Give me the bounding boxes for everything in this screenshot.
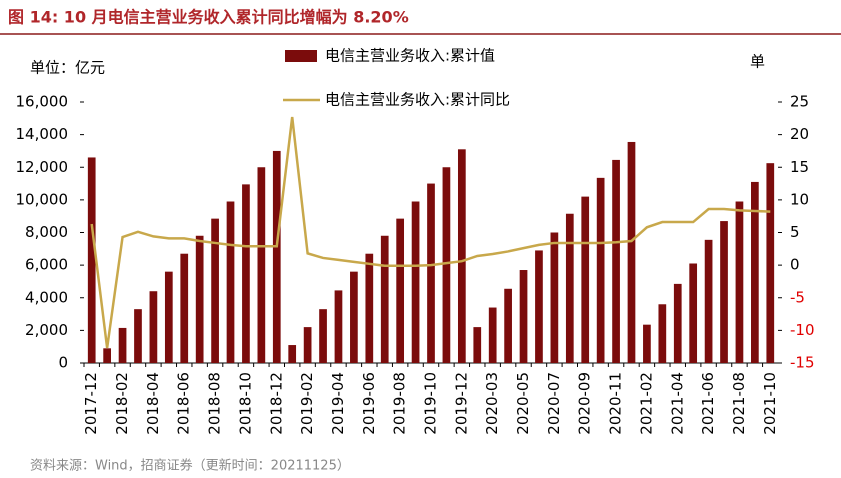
bar xyxy=(457,149,466,363)
bar xyxy=(257,167,266,363)
bar xyxy=(303,327,312,363)
bar xyxy=(535,250,543,363)
bar xyxy=(720,221,728,363)
x-tick-label: 2020-07 xyxy=(545,372,563,435)
y-tick-label: 6,000 xyxy=(25,256,68,274)
bar xyxy=(319,309,327,363)
x-tick-label: 2020-05 xyxy=(514,372,532,435)
y2-tick-label: -15 xyxy=(790,354,815,372)
x-tick-label: 2018-08 xyxy=(206,372,224,435)
y-tick-label: 4,000 xyxy=(25,288,68,306)
x-tick-label: 2021-02 xyxy=(637,372,655,435)
bar xyxy=(272,150,281,363)
bar xyxy=(226,201,235,363)
x-tick-label: 2019-06 xyxy=(360,372,378,435)
x-tick-label: 2017-12 xyxy=(82,372,100,435)
y-tick-label: 8,000 xyxy=(25,223,68,241)
source: 资料来源：Wind，招商证券（更新时间：20211125） xyxy=(30,458,350,474)
bar xyxy=(365,253,374,363)
bar xyxy=(689,263,698,363)
chart-title: 图 14: 10 月电信主营业务收入累计同比增幅为 8.20% xyxy=(8,8,409,27)
x-tick-label: 2018-02 xyxy=(113,372,131,435)
y-tick-label: 14,000 xyxy=(16,125,69,143)
bar xyxy=(627,141,636,363)
x-tick-label: 2019-12 xyxy=(452,372,470,435)
bar xyxy=(488,307,497,363)
bar xyxy=(504,288,512,363)
bar xyxy=(164,271,173,363)
y2-tick-label: 0 xyxy=(790,256,800,274)
legend-label: 电信主营业务收入:累计同比 xyxy=(325,91,510,109)
bar xyxy=(442,167,451,363)
bar xyxy=(766,163,775,363)
bar xyxy=(581,196,590,363)
x-tick-label: 2021-04 xyxy=(668,372,686,435)
y-tick-label: 0 xyxy=(58,354,68,372)
bar xyxy=(658,304,667,363)
x-tick-label: 2021-10 xyxy=(761,372,779,435)
x-tick-label: 2019-02 xyxy=(298,372,316,435)
bar xyxy=(565,213,574,363)
bar xyxy=(427,183,435,363)
bar xyxy=(673,283,682,363)
x-tick-label: 2019-10 xyxy=(422,372,440,435)
bar xyxy=(519,270,528,363)
y-tick-label: 16,000 xyxy=(16,93,69,111)
bar xyxy=(596,177,605,363)
bar xyxy=(195,235,204,363)
y2-unit-label: 单 xyxy=(750,53,765,71)
bar xyxy=(211,218,219,363)
x-tick-label: 2020-11 xyxy=(607,372,625,435)
bar xyxy=(643,324,651,363)
x-tick-label: 2020-03 xyxy=(483,372,501,435)
x-tick-label: 2021-08 xyxy=(730,372,748,435)
bar xyxy=(751,181,759,363)
x-tick-label: 2018-06 xyxy=(175,372,193,435)
y-unit-label: 单位：亿元 xyxy=(30,59,105,77)
x-tick-label: 2018-04 xyxy=(144,372,162,435)
x-tick-label: 2021-06 xyxy=(699,372,717,435)
bar xyxy=(704,239,713,363)
bar xyxy=(134,309,142,363)
bar xyxy=(149,291,158,363)
bar xyxy=(103,348,111,363)
y2-tick-label: 20 xyxy=(790,125,809,143)
x-tick-label: 2018-10 xyxy=(236,372,254,435)
bar xyxy=(380,235,389,363)
y2-tick-label: 25 xyxy=(790,93,809,111)
legend-swatch xyxy=(285,50,317,62)
line xyxy=(90,116,771,349)
y-tick-label: 2,000 xyxy=(25,321,68,339)
bar xyxy=(350,271,358,363)
bar xyxy=(118,327,127,363)
x-tick-label: 2020-09 xyxy=(576,372,594,435)
y2-tick-label: -5 xyxy=(790,288,805,306)
bar xyxy=(87,157,96,363)
y2-tick-label: 10 xyxy=(790,190,809,208)
x-tick-label: 2018-12 xyxy=(267,372,285,435)
y-tick-label: 12,000 xyxy=(16,158,69,176)
bar xyxy=(735,201,744,363)
x-tick-label: 2019-04 xyxy=(329,372,347,435)
bar xyxy=(288,345,297,363)
bar xyxy=(180,253,189,363)
bar xyxy=(334,290,343,363)
legend-label: 电信主营业务收入:累计值 xyxy=(325,47,495,65)
y2-tick-label: 5 xyxy=(790,223,800,241)
y2-tick-label: 15 xyxy=(790,158,809,176)
bar xyxy=(612,159,620,363)
bar xyxy=(473,327,482,363)
y-tick-label: 10,000 xyxy=(16,190,69,208)
bar xyxy=(411,201,420,363)
bar xyxy=(550,232,559,363)
bar xyxy=(242,184,250,363)
y2-tick-label: -10 xyxy=(790,321,815,339)
x-tick-label: 2019-08 xyxy=(391,372,409,435)
bar xyxy=(396,218,405,363)
